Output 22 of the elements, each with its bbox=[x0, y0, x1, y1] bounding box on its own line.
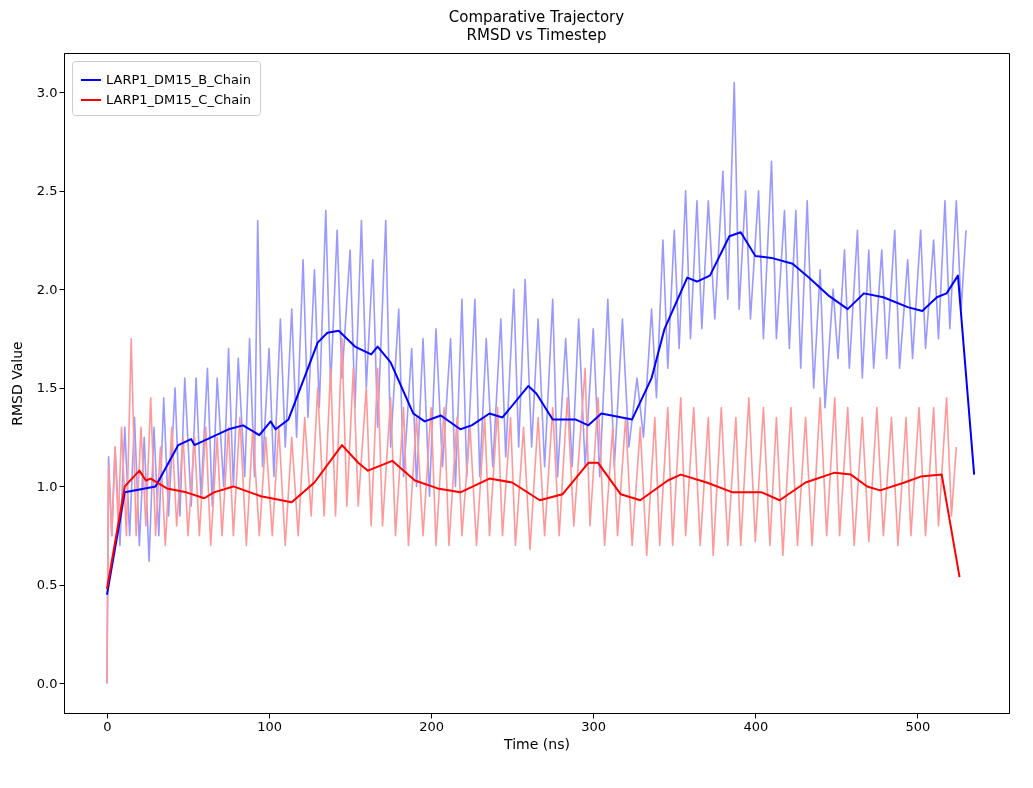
x-tick-label: 200 bbox=[419, 718, 445, 734]
chart-title: Comparative Trajectory bbox=[448, 8, 625, 26]
x-tick-label: 0 bbox=[103, 718, 112, 734]
y-tick-label: 2.5 bbox=[36, 183, 58, 199]
y-tick-label: 0.0 bbox=[36, 675, 58, 691]
x-tick-label: 300 bbox=[581, 718, 607, 734]
legend-label: LARP1_DM15_B_Chain bbox=[106, 72, 251, 87]
x-tick-label: 100 bbox=[257, 718, 282, 734]
line-series bbox=[106, 337, 958, 685]
y-tick-label: 1.0 bbox=[36, 478, 58, 494]
y-tick-label: 0.5 bbox=[36, 577, 58, 593]
x-tick-label: 500 bbox=[905, 718, 931, 734]
y-tick-label: 1.5 bbox=[36, 380, 58, 396]
x-axis-title: Time (ns) bbox=[503, 735, 570, 752]
line-series bbox=[105, 231, 976, 596]
x-tick-label: 400 bbox=[743, 718, 769, 734]
chart-subtitle: RMSD vs Timestep bbox=[466, 26, 607, 44]
y-tick-label: 2.0 bbox=[36, 281, 58, 297]
line-series bbox=[105, 444, 961, 590]
y-axis-title: RMSD Value bbox=[8, 341, 25, 426]
legend-label: LARP1_DM15_C_Chain bbox=[106, 92, 252, 107]
y-tick-label: 3.0 bbox=[36, 84, 58, 100]
